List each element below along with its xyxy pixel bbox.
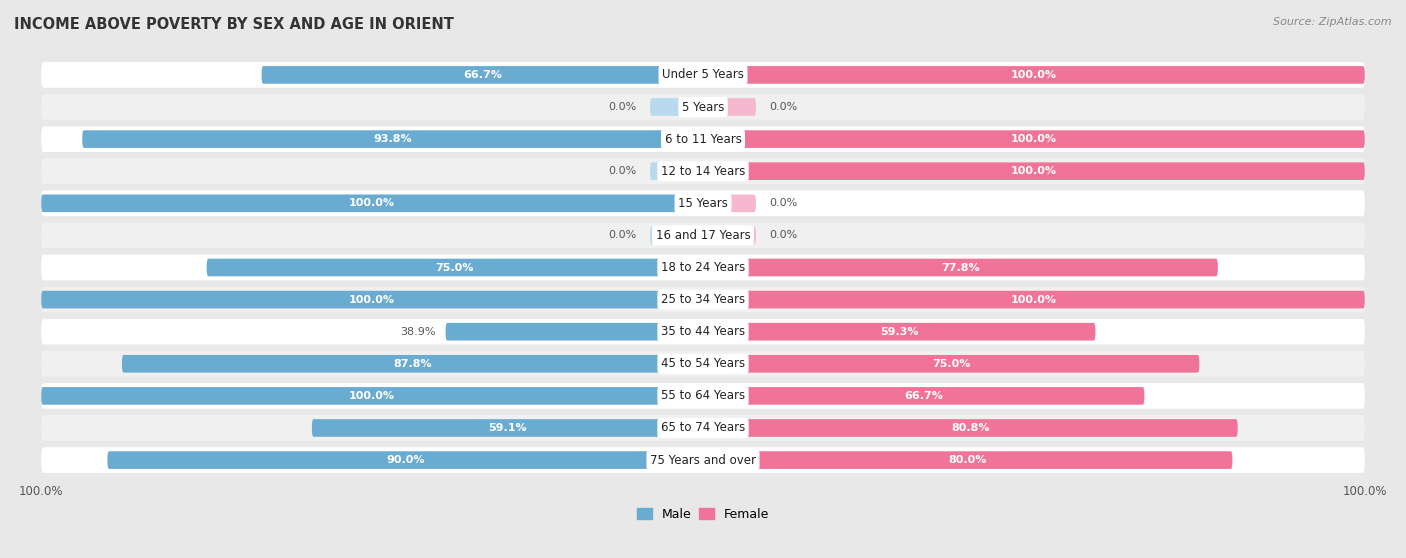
Text: 0.0%: 0.0% xyxy=(769,198,797,208)
Text: 87.8%: 87.8% xyxy=(394,359,432,369)
Text: 6 to 11 Years: 6 to 11 Years xyxy=(665,133,741,146)
FancyBboxPatch shape xyxy=(41,319,1365,344)
Text: 100.0%: 100.0% xyxy=(349,391,395,401)
Text: 0.0%: 0.0% xyxy=(769,230,797,240)
Text: 45 to 54 Years: 45 to 54 Years xyxy=(661,357,745,371)
Text: 100.0%: 100.0% xyxy=(1011,166,1057,176)
Text: INCOME ABOVE POVERTY BY SEX AND AGE IN ORIENT: INCOME ABOVE POVERTY BY SEX AND AGE IN O… xyxy=(14,17,454,32)
FancyBboxPatch shape xyxy=(41,415,1365,441)
FancyBboxPatch shape xyxy=(703,419,1237,437)
FancyBboxPatch shape xyxy=(703,130,1365,148)
FancyBboxPatch shape xyxy=(650,162,703,180)
FancyBboxPatch shape xyxy=(650,227,703,244)
FancyBboxPatch shape xyxy=(703,387,1144,405)
Text: 15 Years: 15 Years xyxy=(678,197,728,210)
FancyBboxPatch shape xyxy=(41,254,1365,280)
Text: 65 to 74 Years: 65 to 74 Years xyxy=(661,421,745,435)
FancyBboxPatch shape xyxy=(41,351,1365,377)
FancyBboxPatch shape xyxy=(446,323,703,340)
FancyBboxPatch shape xyxy=(41,448,1365,473)
Text: 80.0%: 80.0% xyxy=(949,455,987,465)
FancyBboxPatch shape xyxy=(703,162,1365,180)
Text: 100.0%: 100.0% xyxy=(349,295,395,305)
FancyBboxPatch shape xyxy=(107,451,703,469)
FancyBboxPatch shape xyxy=(703,355,1199,373)
FancyBboxPatch shape xyxy=(41,158,1365,184)
Text: 80.8%: 80.8% xyxy=(950,423,990,433)
Text: 75.0%: 75.0% xyxy=(436,262,474,272)
Text: 0.0%: 0.0% xyxy=(609,230,637,240)
Text: 0.0%: 0.0% xyxy=(769,102,797,112)
FancyBboxPatch shape xyxy=(703,323,1095,340)
Text: 55 to 64 Years: 55 to 64 Years xyxy=(661,389,745,402)
FancyBboxPatch shape xyxy=(122,355,703,373)
Text: 12 to 14 Years: 12 to 14 Years xyxy=(661,165,745,177)
Text: 0.0%: 0.0% xyxy=(609,102,637,112)
FancyBboxPatch shape xyxy=(41,291,703,309)
Text: 90.0%: 90.0% xyxy=(387,455,425,465)
Text: Under 5 Years: Under 5 Years xyxy=(662,69,744,81)
FancyBboxPatch shape xyxy=(41,126,1365,152)
FancyBboxPatch shape xyxy=(41,223,1365,248)
Text: 16 and 17 Years: 16 and 17 Years xyxy=(655,229,751,242)
Text: 93.8%: 93.8% xyxy=(374,134,412,144)
FancyBboxPatch shape xyxy=(650,98,703,116)
Text: 66.7%: 66.7% xyxy=(904,391,943,401)
Text: 100.0%: 100.0% xyxy=(1011,70,1057,80)
Text: 18 to 24 Years: 18 to 24 Years xyxy=(661,261,745,274)
FancyBboxPatch shape xyxy=(703,66,1365,84)
FancyBboxPatch shape xyxy=(207,259,703,276)
Text: 25 to 34 Years: 25 to 34 Years xyxy=(661,293,745,306)
Text: 77.8%: 77.8% xyxy=(941,262,980,272)
Text: 59.3%: 59.3% xyxy=(880,326,918,336)
FancyBboxPatch shape xyxy=(262,66,703,84)
FancyBboxPatch shape xyxy=(312,419,703,437)
FancyBboxPatch shape xyxy=(41,62,1365,88)
FancyBboxPatch shape xyxy=(41,94,1365,120)
Text: Source: ZipAtlas.com: Source: ZipAtlas.com xyxy=(1274,17,1392,27)
FancyBboxPatch shape xyxy=(83,130,703,148)
FancyBboxPatch shape xyxy=(41,287,1365,312)
Text: 75.0%: 75.0% xyxy=(932,359,970,369)
Text: 0.0%: 0.0% xyxy=(609,166,637,176)
Text: 66.7%: 66.7% xyxy=(463,70,502,80)
FancyBboxPatch shape xyxy=(41,195,703,212)
FancyBboxPatch shape xyxy=(703,259,1218,276)
FancyBboxPatch shape xyxy=(703,195,756,212)
Text: 38.9%: 38.9% xyxy=(401,326,436,336)
FancyBboxPatch shape xyxy=(703,227,756,244)
Text: 59.1%: 59.1% xyxy=(488,423,527,433)
Text: 75 Years and over: 75 Years and over xyxy=(650,454,756,466)
FancyBboxPatch shape xyxy=(41,383,1365,408)
Text: 100.0%: 100.0% xyxy=(349,198,395,208)
Text: 100.0%: 100.0% xyxy=(1011,134,1057,144)
FancyBboxPatch shape xyxy=(41,190,1365,216)
FancyBboxPatch shape xyxy=(703,291,1365,309)
Legend: Male, Female: Male, Female xyxy=(631,503,775,526)
FancyBboxPatch shape xyxy=(703,451,1233,469)
Text: 100.0%: 100.0% xyxy=(1011,295,1057,305)
FancyBboxPatch shape xyxy=(41,387,703,405)
FancyBboxPatch shape xyxy=(703,98,756,116)
Text: 35 to 44 Years: 35 to 44 Years xyxy=(661,325,745,338)
Text: 5 Years: 5 Years xyxy=(682,100,724,113)
